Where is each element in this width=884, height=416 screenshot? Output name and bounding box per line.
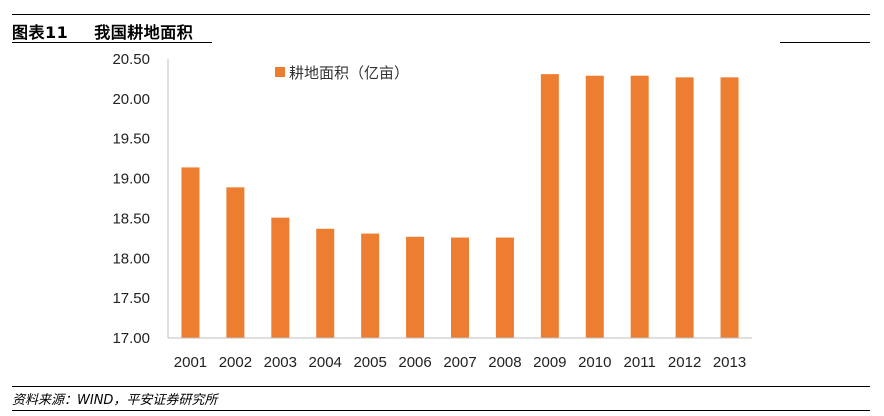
bar-2004 [316,228,335,338]
x-tick-label: 2006 [398,354,431,371]
bar-2010 [585,75,604,339]
source-note: 资料来源：WIND，平安证券研究所 [12,393,218,408]
y-axis-ticks: 17.00 17.50 18.00 18.50 19.00 19.50 20.00 20.50 [112,51,150,347]
x-tick-label: 2004 [309,354,342,371]
x-tick-label: 2013 [713,354,746,371]
bar-2012 [675,77,694,338]
x-tick-label: 2010 [578,354,611,371]
bar-2003 [271,217,290,338]
bar-2001 [181,167,200,338]
bottom-rule [12,410,870,411]
legend-swatch [275,67,285,77]
bars [181,74,739,339]
y-tick-label: 18.00 [112,250,150,267]
y-tick-label: 19.00 [112,171,150,188]
bar-2005 [361,233,380,338]
x-axis-ticks: 2001 2002 2003 2004 2005 2006 2007 2008 2009 2010… [174,354,746,371]
bar-2006 [406,236,425,338]
y-tick-label: 17.50 [112,290,150,307]
x-tick-label: 2009 [533,354,566,371]
bar-2007 [451,237,469,338]
title-right-rule [780,42,870,43]
bar-2013 [720,77,739,338]
y-tick-label: 18.50 [112,210,150,227]
x-tick-label: 2012 [668,354,701,371]
source-top-rule [12,386,870,387]
x-tick-label: 2008 [488,354,521,371]
figure-label: 图表11 [12,23,69,42]
figure-title: 图表11 我国耕地面积 [12,19,193,43]
legend-label: 耕地面积（亿亩） [289,64,409,82]
y-tick-label: 17.00 [112,330,150,347]
y-tick-label: 20.00 [112,91,150,108]
x-tick-label: 2011 [624,354,656,371]
legend: 耕地面积（亿亩） [275,64,409,82]
x-tick-label: 2005 [353,354,386,371]
x-tick-label: 2002 [219,354,252,371]
top-rule [12,14,870,15]
bar-2009 [540,74,559,338]
figure-title-text: 我国耕地面积 [94,23,194,42]
bar-2002 [226,187,245,338]
title-underline [12,42,212,43]
bar-2011 [630,75,649,339]
bar-2008 [495,237,514,338]
x-tick-label: 2001 [174,354,207,371]
x-tick-label: 2007 [443,354,476,371]
x-tick-label: 2003 [264,354,297,371]
y-tick-label: 19.50 [112,131,150,148]
y-tick-label: 20.50 [112,51,150,68]
